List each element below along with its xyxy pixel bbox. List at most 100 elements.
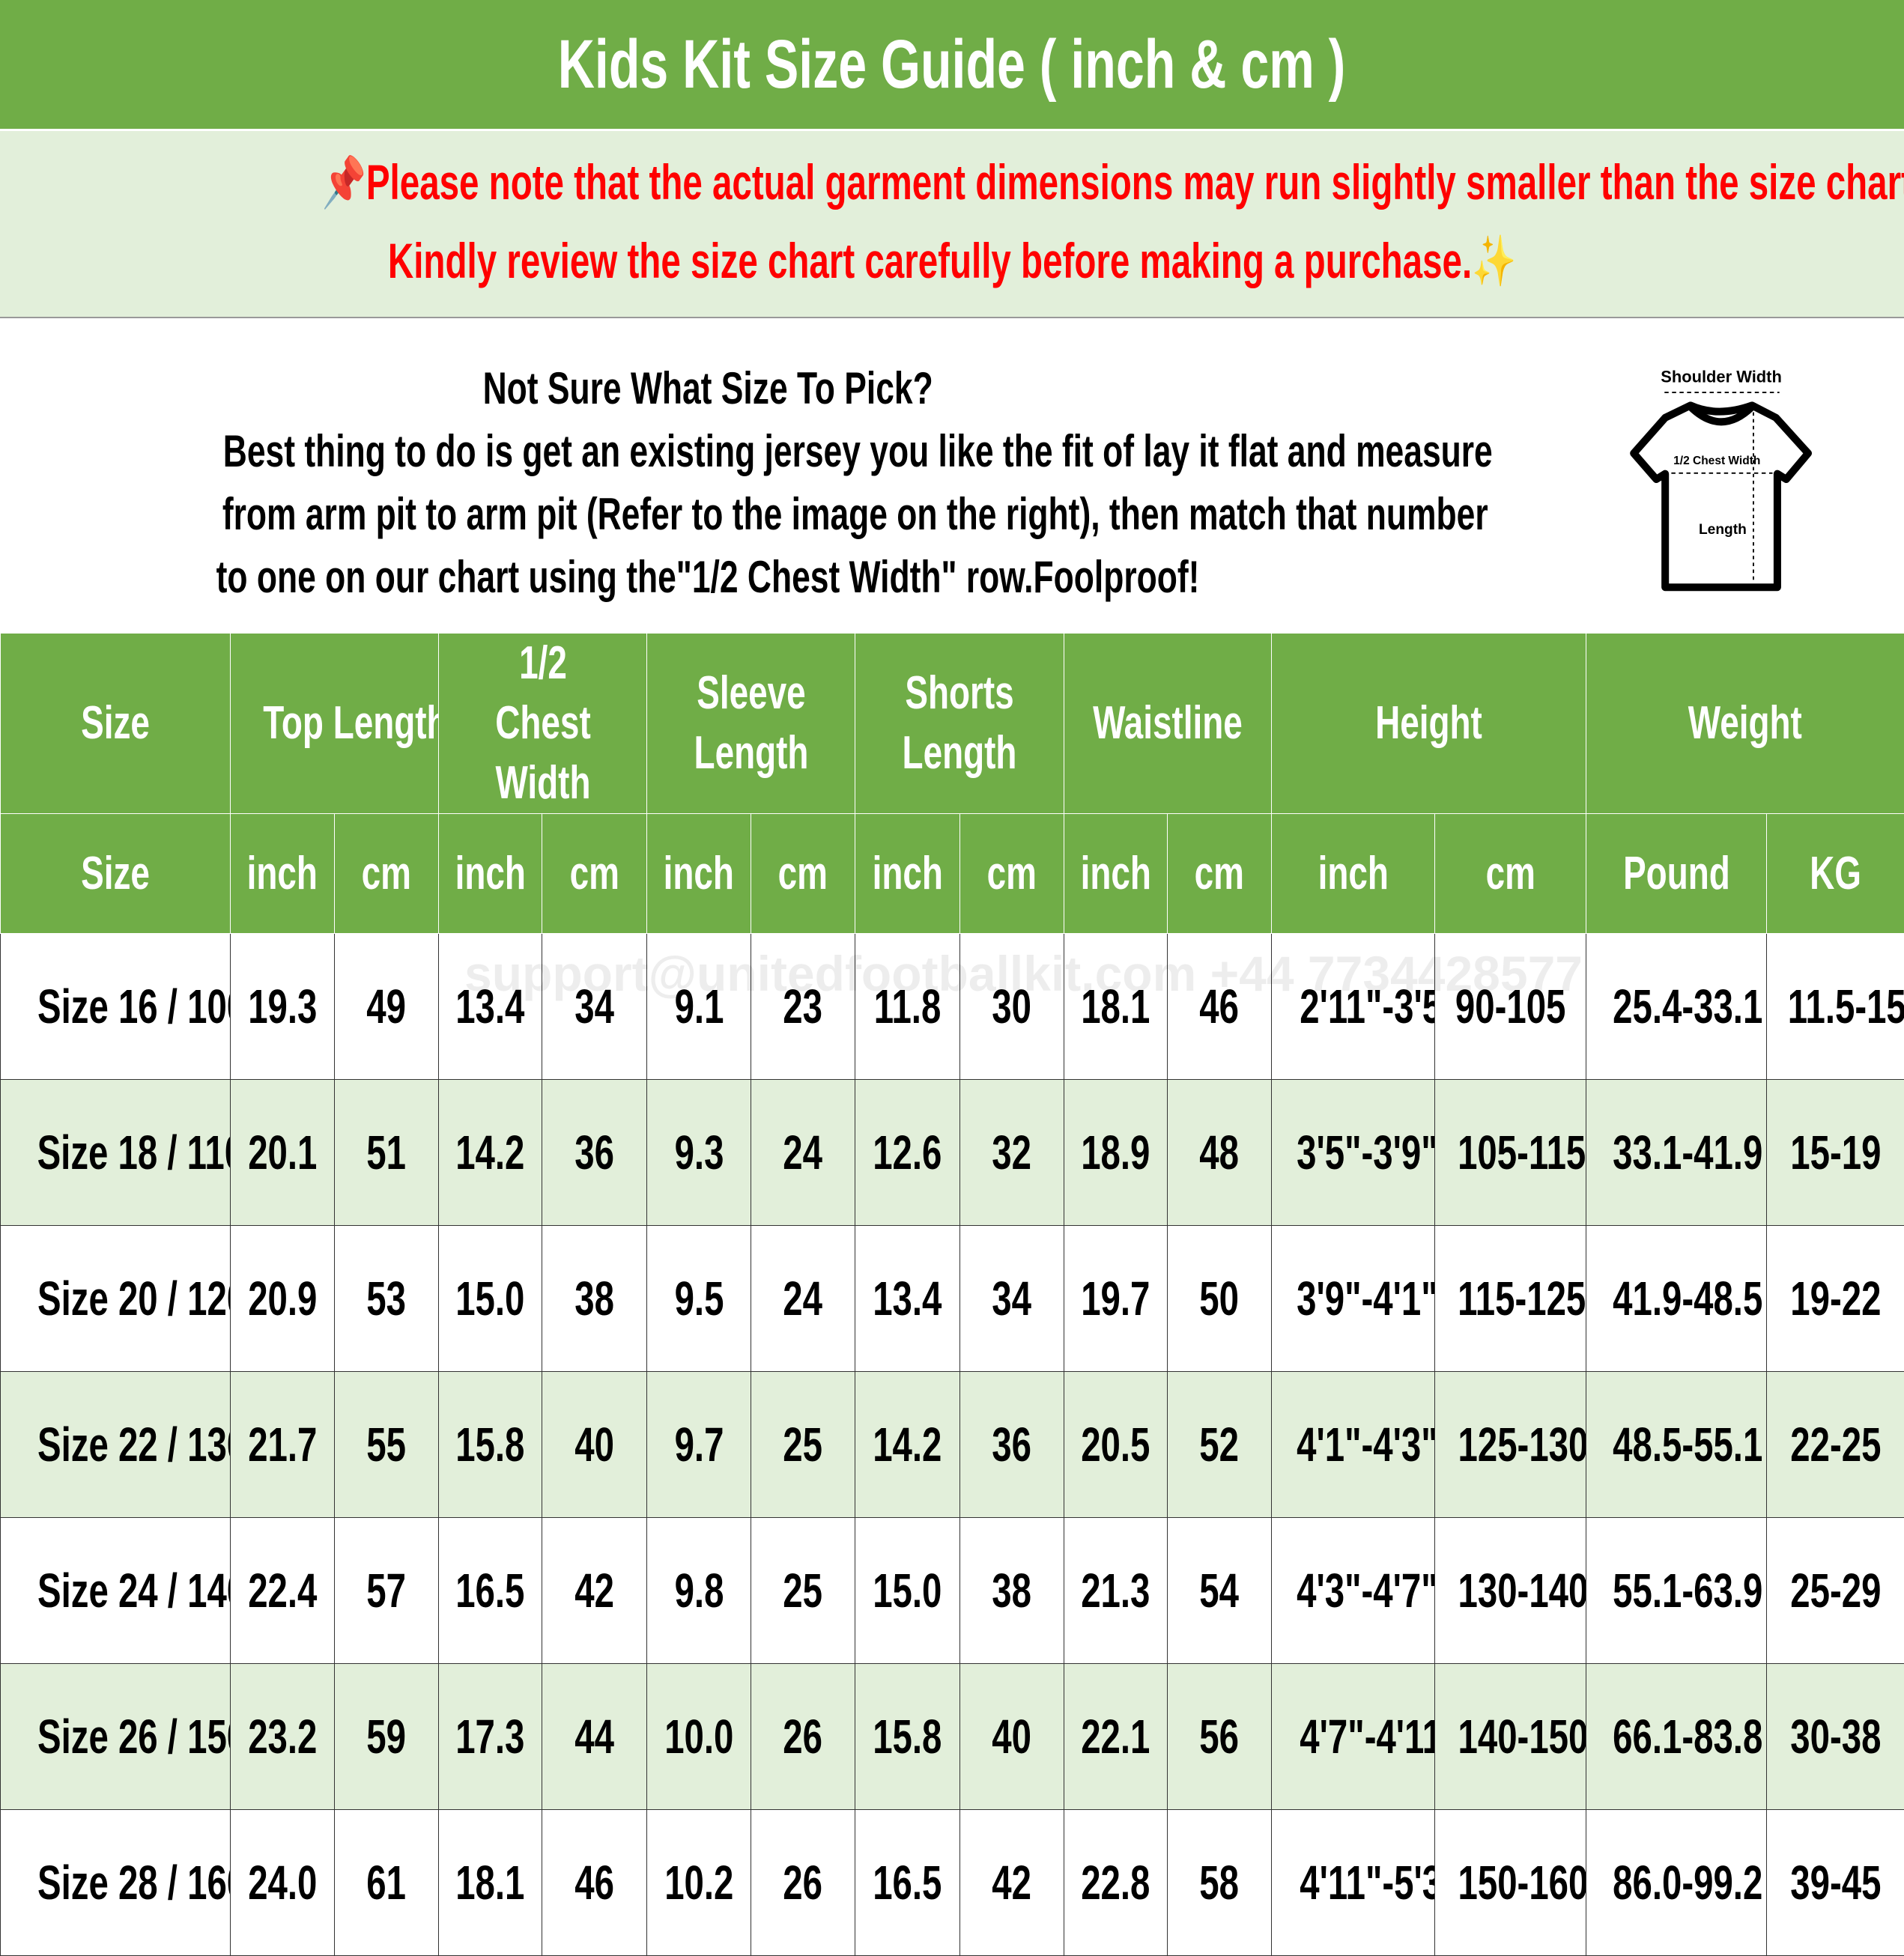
value-cell: 9.7 [647,1372,751,1518]
size-cell-text: Size 26 / 150 [37,1709,230,1764]
value-cell-text: 41.9-48.5 [1613,1271,1762,1326]
header-group-text: Shorts Length [901,663,1017,783]
value-cell-text: 54 [1200,1563,1240,1618]
header-group-text: Weight [1688,693,1802,753]
value-cell-text: 38 [992,1563,1032,1618]
value-cell-text: 9.1 [674,979,724,1034]
value-cell: 13.4 [439,934,542,1080]
value-cell-text: 49 [367,979,407,1034]
header-group-text: Sleeve Length [693,663,809,783]
value-cell-text: 90-105 [1455,979,1565,1034]
value-cell: 15.8 [855,1664,960,1810]
value-cell: 14.2 [439,1080,542,1226]
value-cell: 9.3 [647,1080,751,1226]
size-cell-text: Size 20 / 120 [37,1271,230,1326]
value-cell: 22.8 [1064,1810,1168,1956]
value-cell-text: 22.4 [248,1563,317,1618]
size-cell-text: Size 22 / 130 [37,1417,230,1472]
header-unit: inch [1272,814,1435,934]
value-cell-text: 4'11"-5'3" [1300,1855,1434,1910]
value-cell: 25.4-33.1 [1586,934,1767,1080]
value-cell: 61 [335,1810,439,1956]
value-cell-text: 12.6 [873,1125,942,1180]
value-cell-text: 40 [992,1709,1032,1764]
header-unit: KG [1767,814,1904,934]
header-unit: cm [960,814,1064,934]
value-cell-text: 38 [574,1271,614,1326]
value-cell: 9.1 [647,934,751,1080]
value-cell-text: 9.7 [674,1417,724,1472]
value-cell: 38 [542,1226,647,1372]
value-cell: 86.0-99.2 [1586,1810,1767,1956]
value-cell: 34 [542,934,647,1080]
value-cell: 19-22 [1767,1226,1904,1372]
value-cell-text: 58 [1200,1855,1240,1910]
value-cell-text: 40 [574,1417,614,1472]
size-cell: Size 28 / 160 [1,1810,231,1956]
value-cell-text: 105-115 [1458,1125,1586,1180]
value-cell: 40 [542,1372,647,1518]
value-cell: 22.1 [1064,1664,1168,1810]
header-unit: cm [335,814,439,934]
value-cell-text: 15.8 [455,1417,524,1472]
header-group: 1/2 Chest Width [439,634,647,814]
header-unit: Size [1,814,231,934]
value-cell-text: 26 [783,1855,823,1910]
size-cell: Size 24 / 140 [1,1518,231,1664]
value-cell-text: 22.1 [1081,1709,1150,1764]
value-cell-text: 4'3"-4'7" [1297,1563,1434,1618]
value-cell-text: 25 [783,1417,823,1472]
value-cell-text: 25 [783,1563,823,1618]
value-cell-text: 150-160 [1458,1855,1586,1910]
value-cell: 58 [1168,1810,1272,1956]
value-cell-text: 26 [783,1709,823,1764]
value-cell: 4'1"-4'3" [1272,1372,1435,1518]
info-body-1: Best thing to do is get an existing jers… [223,420,1493,483]
value-cell-text: 42 [574,1563,614,1618]
value-cell: 23 [751,934,855,1080]
value-cell: 21.3 [1064,1518,1168,1664]
value-cell-text: 4'1"-4'3" [1297,1417,1434,1472]
value-cell-text: 24.0 [248,1855,317,1910]
header-group: Shorts Length [855,634,1064,814]
value-cell: 22-25 [1767,1372,1904,1518]
value-cell: 20.1 [231,1080,335,1226]
value-cell: 26 [751,1664,855,1810]
value-cell: 36 [960,1372,1064,1518]
value-cell: 11.8 [855,934,960,1080]
header-group-text: Top Length [263,693,438,753]
value-cell-text: 23 [783,979,823,1034]
value-cell-text: 24 [783,1125,823,1180]
header-unit: inch [1064,814,1168,934]
header-unit: inch [647,814,751,934]
value-cell-text: 13.4 [873,1271,942,1326]
value-cell-text: 18.9 [1081,1125,1150,1180]
value-cell-text: 11.5-15 [1788,979,1904,1034]
value-cell-text: 33.1-41.9 [1613,1125,1762,1180]
value-cell: 41.9-48.5 [1586,1226,1767,1372]
header-group: Weight [1586,634,1904,814]
header-unit: inch [855,814,960,934]
header-unit: cm [751,814,855,934]
size-cell: Size 22 / 130 [1,1372,231,1518]
value-cell-text: 48.5-55.1 [1613,1417,1762,1472]
value-cell-text: 44 [574,1709,614,1764]
header-unit-text: inch [247,844,318,904]
value-cell-text: 34 [574,979,614,1034]
value-cell-text: 22.8 [1081,1855,1150,1910]
header-unit-text: inch [455,844,525,904]
value-cell-text: 21.3 [1081,1563,1150,1618]
header-unit-text: cm [1195,844,1244,904]
value-cell-text: 34 [992,1271,1032,1326]
pushpin-icon: 📌 [322,154,366,210]
size-cell: Size 20 / 120 [1,1226,231,1372]
value-cell: 24 [751,1226,855,1372]
value-cell-text: 10.0 [664,1709,733,1764]
value-cell: 15.0 [439,1226,542,1372]
notice-line-2: Kindly review the size chart carefully b… [388,233,1472,288]
value-cell: 18.1 [1064,934,1168,1080]
info-body-2: from arm pit to arm pit (Refer to the im… [222,483,1488,546]
